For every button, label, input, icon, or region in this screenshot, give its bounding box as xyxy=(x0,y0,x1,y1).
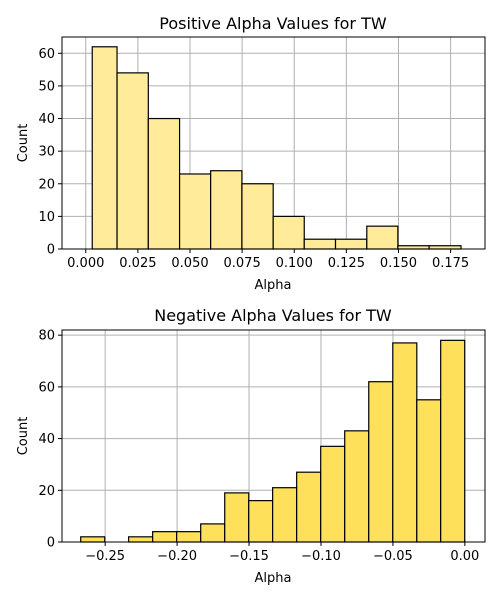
bars xyxy=(80,339,466,543)
histogram-bar xyxy=(128,536,154,543)
x-tick-label: 0.075 xyxy=(224,256,261,271)
histogram-bar xyxy=(200,523,226,543)
y-axis-label: Count xyxy=(16,417,31,456)
x-tick-label: −0.20 xyxy=(157,549,197,564)
histogram-bar xyxy=(392,342,418,543)
histogram-bar xyxy=(224,492,250,543)
histogram-bar xyxy=(241,183,274,250)
x-tick-label: 0.00 xyxy=(450,549,479,564)
x-tick-label: 0.150 xyxy=(380,256,417,271)
histogram-bar xyxy=(366,225,399,250)
plot-frame xyxy=(61,329,486,543)
y-ticks: 0 10 20 30 40 50 60 xyxy=(38,47,62,258)
x-axis-label: Alpha xyxy=(255,571,292,586)
histogram-bar xyxy=(272,215,305,250)
positive-alpha-histogram: Positive Alpha Values for TW 0.000 0.025 0… xyxy=(16,14,486,293)
y-tick-label: 80 xyxy=(38,329,55,344)
plot-frame xyxy=(61,36,486,250)
y-tick-label: 0 xyxy=(47,536,55,551)
x-tick-label: 0.050 xyxy=(171,256,208,271)
histogram-bar xyxy=(80,536,106,543)
chart-title: Negative Alpha Values for TW xyxy=(154,306,392,325)
x-tick-label: 0.125 xyxy=(328,256,365,271)
histogram-bar xyxy=(440,339,466,543)
y-tick-label: 10 xyxy=(38,210,55,225)
x-tick-label: 0.000 xyxy=(67,256,104,271)
x-tick-label: −0.15 xyxy=(229,549,269,564)
x-tick-label: 0.025 xyxy=(119,256,156,271)
y-tick-label: 40 xyxy=(38,432,55,447)
bars xyxy=(91,46,462,250)
histogram-bar xyxy=(344,430,370,543)
histogram-bar xyxy=(210,170,243,250)
histogram-bar xyxy=(416,399,442,543)
x-tick-label: −0.05 xyxy=(373,549,413,564)
negative-alpha-histogram: Negative Alpha Values for TW −0.25 −0.20−… xyxy=(16,306,486,586)
histogram-bar xyxy=(368,381,394,543)
histogram-bar xyxy=(176,531,202,543)
y-tick-label: 0 xyxy=(47,243,55,258)
x-ticks: −0.25 −0.20 −0.15 −0.10 −0.05 0.00 xyxy=(85,542,479,564)
x-tick-label: 0.175 xyxy=(432,256,469,271)
y-tick-label: 20 xyxy=(38,484,55,499)
histogram-bar xyxy=(91,46,118,250)
y-axis-label: Count xyxy=(16,124,31,163)
x-ticks: 0.000 0.025 0.050 0.075 0.100 0.125 0.150 0.175 xyxy=(67,249,469,271)
histogram-bar xyxy=(272,487,298,543)
y-tick-label: 60 xyxy=(38,47,55,62)
x-tick-label: −0.25 xyxy=(85,549,125,564)
histogram-bar xyxy=(303,238,337,250)
histogram-bar xyxy=(320,445,346,543)
histogram-bar xyxy=(296,471,322,543)
histogram-bar xyxy=(116,72,149,250)
x-axis-label: Alpha xyxy=(255,278,292,293)
y-tick-label: 20 xyxy=(38,177,55,192)
chart-title: Positive Alpha Values for TW xyxy=(159,14,387,33)
y-tick-label: 30 xyxy=(38,145,55,160)
y-ticks: 0 20 40 60 80 xyxy=(38,329,62,551)
histogram-bar xyxy=(178,173,212,250)
histogram-bar xyxy=(334,238,368,250)
histogram-bar xyxy=(147,117,181,250)
histogram-bar xyxy=(152,531,178,543)
y-tick-label: 40 xyxy=(38,112,55,127)
x-tick-label: −0.10 xyxy=(301,549,341,564)
histogram-bar xyxy=(248,500,274,543)
x-tick-label: 0.100 xyxy=(276,256,313,271)
y-tick-label: 60 xyxy=(38,380,55,395)
y-tick-label: 50 xyxy=(38,79,55,94)
